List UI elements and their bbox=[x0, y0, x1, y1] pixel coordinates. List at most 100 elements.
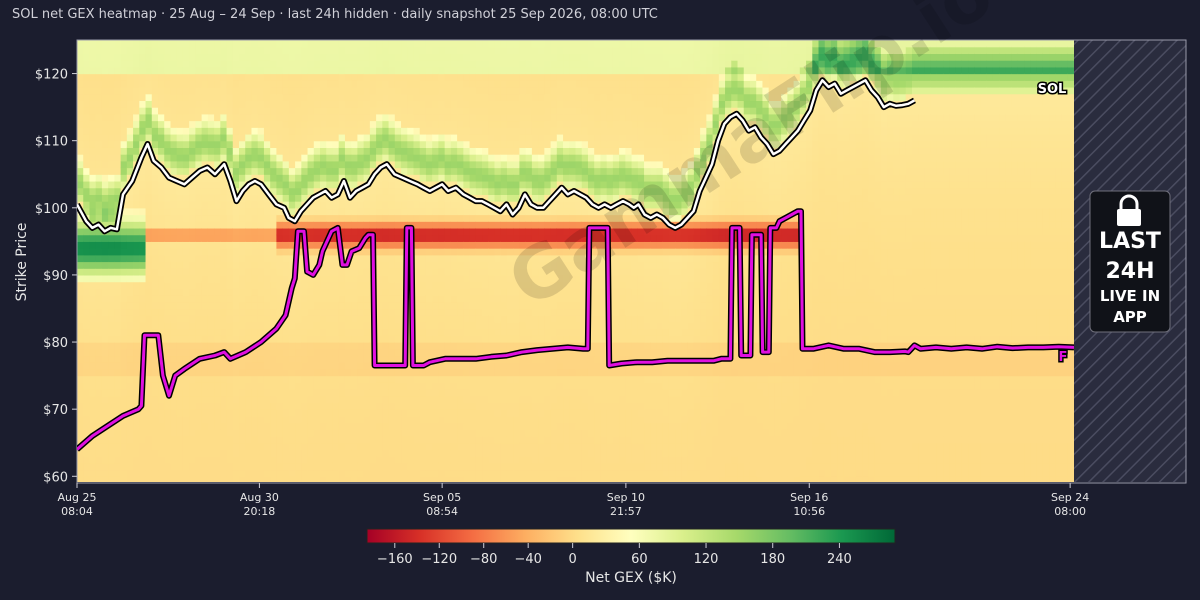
heatmap-cell bbox=[139, 221, 147, 229]
heatmap-cell bbox=[326, 288, 334, 296]
heatmap-cell bbox=[357, 476, 365, 482]
heatmap-cell bbox=[195, 335, 203, 343]
heatmap-cell bbox=[432, 187, 440, 195]
heatmap-cell bbox=[176, 301, 184, 310]
heatmap-cell bbox=[263, 375, 271, 383]
heatmap-cell bbox=[207, 261, 215, 269]
heatmap-cell bbox=[89, 147, 97, 155]
heatmap-cell bbox=[338, 422, 346, 430]
heatmap-cell bbox=[108, 368, 115, 377]
heatmap-cell bbox=[95, 261, 103, 269]
heatmap-cell bbox=[320, 335, 327, 343]
heatmap-cell bbox=[394, 469, 402, 477]
heatmap-cell bbox=[313, 174, 321, 182]
heatmap-cell bbox=[394, 40, 402, 48]
heatmap-cell bbox=[326, 342, 334, 350]
heatmap-cell bbox=[151, 214, 159, 222]
heatmap-cell bbox=[419, 415, 427, 424]
heatmap-cell bbox=[245, 301, 253, 310]
heatmap-cell bbox=[525, 107, 533, 115]
heatmap-cell bbox=[363, 429, 371, 437]
heatmap-cell bbox=[195, 268, 203, 276]
heatmap-cell bbox=[432, 214, 440, 222]
heatmap-cell bbox=[89, 160, 97, 169]
heatmap-cell bbox=[251, 187, 259, 195]
heatmap-cell bbox=[214, 201, 221, 209]
heatmap-cell bbox=[89, 154, 97, 162]
heatmap-cell bbox=[494, 73, 502, 81]
heatmap-cell bbox=[301, 362, 309, 370]
heatmap-cell bbox=[295, 73, 302, 81]
heatmap-cell bbox=[457, 60, 464, 68]
heatmap-cell bbox=[326, 160, 334, 169]
heatmap-cell bbox=[332, 234, 340, 242]
heatmap-cell bbox=[382, 66, 390, 75]
heatmap-cell bbox=[77, 214, 84, 222]
heatmap-cell bbox=[506, 100, 514, 108]
heatmap-cell bbox=[482, 167, 489, 175]
heatmap-cell bbox=[139, 66, 147, 75]
heatmap-cell bbox=[369, 201, 377, 209]
heatmap-cell bbox=[538, 214, 545, 222]
heatmap-cell bbox=[338, 402, 346, 410]
heatmap-cell bbox=[351, 295, 359, 303]
heatmap-cell bbox=[151, 268, 159, 276]
heatmap-cell bbox=[326, 469, 334, 477]
heatmap-cell bbox=[170, 147, 178, 155]
heatmap-cell bbox=[457, 342, 464, 350]
heatmap-cell bbox=[538, 167, 545, 175]
heatmap-cell bbox=[376, 100, 383, 108]
heatmap-cell bbox=[83, 207, 91, 216]
heatmap-cell bbox=[288, 409, 296, 417]
heatmap-cell bbox=[108, 395, 115, 404]
heatmap-cell bbox=[357, 73, 365, 81]
heatmap-cell bbox=[500, 429, 508, 437]
heatmap-cell bbox=[270, 389, 277, 397]
heatmap-cell bbox=[263, 402, 271, 410]
heatmap-cell bbox=[207, 389, 215, 397]
heatmap-cell bbox=[419, 194, 427, 202]
heatmap-cell bbox=[475, 321, 483, 330]
heatmap-cell bbox=[133, 93, 140, 102]
heatmap-cell bbox=[139, 180, 147, 189]
heatmap-cell bbox=[376, 73, 383, 81]
heatmap-cell bbox=[276, 194, 284, 202]
heatmap-cell bbox=[363, 167, 371, 175]
heatmap-cell bbox=[419, 60, 427, 68]
heatmap-cell bbox=[344, 268, 352, 276]
heatmap-cell bbox=[251, 442, 259, 451]
heatmap-cell bbox=[513, 221, 521, 229]
heatmap-cell bbox=[357, 355, 365, 363]
heatmap-cell bbox=[164, 66, 172, 75]
heatmap-cell bbox=[494, 221, 502, 229]
heatmap-cell bbox=[506, 288, 514, 296]
heatmap-cell bbox=[525, 456, 533, 464]
heatmap-cell bbox=[432, 409, 440, 417]
heatmap-cell bbox=[195, 80, 203, 88]
heatmap-cell bbox=[83, 274, 91, 283]
heatmap-cell bbox=[83, 402, 91, 410]
heatmap-cell bbox=[151, 301, 159, 310]
heatmap-cell bbox=[344, 214, 352, 222]
heatmap-cell bbox=[158, 402, 165, 410]
heatmap-cell bbox=[332, 214, 340, 222]
heatmap-cell bbox=[232, 415, 240, 424]
heatmap-cell bbox=[133, 147, 140, 155]
heatmap-cell bbox=[488, 362, 496, 370]
heatmap-cell bbox=[401, 133, 408, 142]
heatmap-cell bbox=[164, 221, 172, 229]
heatmap-cell bbox=[525, 288, 533, 296]
heatmap-cell bbox=[195, 476, 203, 482]
heatmap-cell bbox=[401, 140, 408, 148]
heatmap-cell bbox=[214, 335, 221, 343]
heatmap-cell bbox=[270, 248, 277, 256]
heatmap-cell bbox=[457, 140, 464, 148]
heatmap-cell bbox=[525, 315, 533, 323]
heatmap-cell bbox=[413, 274, 421, 283]
heatmap-cell bbox=[531, 66, 539, 75]
heatmap-cell bbox=[425, 268, 433, 276]
heatmap-cell bbox=[344, 409, 352, 417]
heatmap-cell bbox=[538, 295, 545, 303]
heatmap-cell bbox=[176, 93, 184, 102]
heatmap-cell bbox=[139, 80, 147, 88]
